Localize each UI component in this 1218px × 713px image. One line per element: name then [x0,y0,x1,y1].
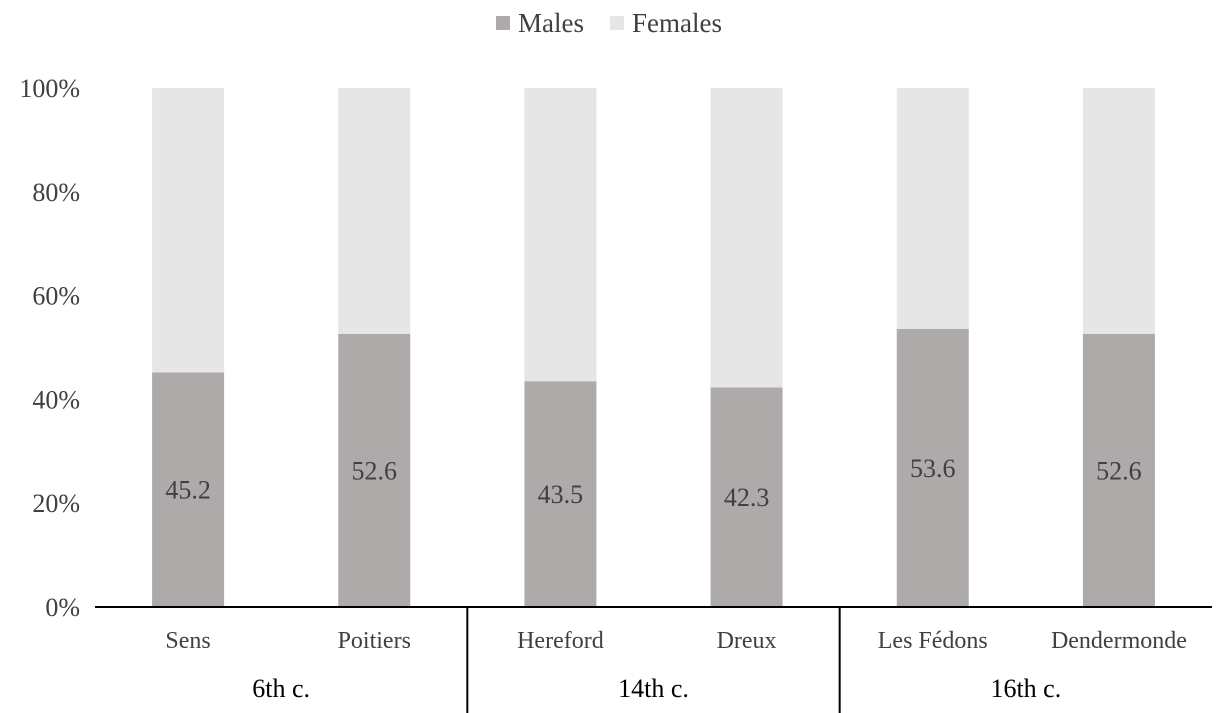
data-label: 52.6 [1096,457,1142,486]
legend-item-males: Males [496,8,584,39]
bar-males [896,328,969,607]
data-label: 43.5 [538,480,584,509]
category-label: Les Fédons [878,628,988,654]
category-label: Poitiers [338,628,411,654]
category-label: Dendermonde [1051,628,1187,654]
bar-males [524,381,597,607]
bar-females [896,88,969,329]
data-label: 45.2 [165,476,211,505]
y-tick-label: 40% [32,385,80,414]
bar-females [338,88,411,335]
legend-item-females: Females [610,8,722,39]
group-label: 6th c. [252,674,310,703]
bar-males [152,372,225,607]
bar-females [710,88,783,388]
bar-males [710,387,783,607]
category-label: Hereford [517,628,604,654]
legend: Males Females [0,6,1218,40]
data-label: 42.3 [724,483,770,512]
bar-males [338,334,411,607]
y-tick-label: 0% [45,593,80,622]
y-tick-label: 20% [32,489,80,518]
legend-label-males: Males [518,7,584,38]
group-label: 16th c. [990,674,1061,703]
data-label: 53.6 [910,454,956,483]
group-label: 14th c. [618,674,689,703]
y-tick-label: 100% [19,74,80,103]
bar-females [1082,88,1155,335]
y-tick-label: 80% [32,178,80,207]
legend-label-females: Females [632,7,722,38]
legend-swatch-males [496,16,511,30]
data-label: 52.6 [352,457,398,486]
category-label: Dreux [717,628,777,654]
bar-females [524,88,597,382]
bar-males [1082,334,1155,607]
y-tick-label: 60% [32,282,80,311]
legend-swatch-females [610,16,624,30]
category-label: Sens [165,628,210,654]
bar-females [152,88,225,373]
